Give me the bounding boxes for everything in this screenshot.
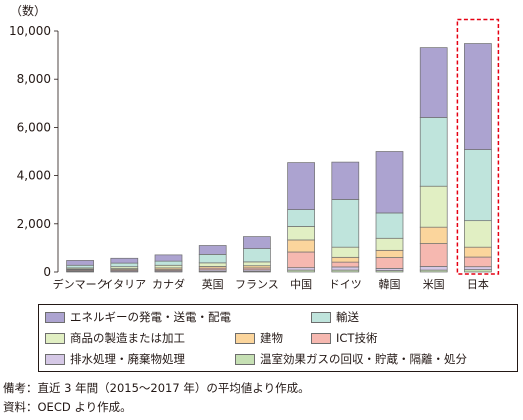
bar-segment bbox=[66, 260, 94, 266]
x-tick-label: 韓国 bbox=[379, 278, 401, 291]
bar-segment bbox=[287, 209, 315, 227]
x-tick-label: イタリア bbox=[103, 278, 147, 291]
highlight-box-japan bbox=[456, 18, 500, 275]
bar-segment bbox=[375, 151, 404, 214]
y-axis: 0 2,000 4,000 6,000 8,000 10,000 bbox=[9, 24, 59, 279]
legend-swatch bbox=[235, 332, 255, 344]
y-tick-label: 2,000 bbox=[17, 217, 51, 231]
bar-segment bbox=[154, 260, 183, 266]
bar-segment bbox=[375, 257, 404, 269]
legend-label: 輸送 bbox=[336, 310, 359, 324]
y-tick-label: 8,000 bbox=[17, 72, 51, 86]
bar-segment bbox=[464, 256, 492, 268]
bar-segment bbox=[331, 246, 360, 258]
bar-segment bbox=[331, 199, 360, 248]
bar-segment bbox=[419, 185, 448, 228]
bar-stack bbox=[331, 161, 360, 273]
bar-stack bbox=[66, 260, 94, 273]
x-tick-label: フランス bbox=[235, 278, 279, 291]
bar-stack bbox=[464, 43, 492, 273]
legend-item: エネルギーの発電・送電・配電 bbox=[45, 308, 231, 326]
y-tick-label: 10,000 bbox=[9, 24, 51, 38]
x-tick-label: 日本 bbox=[467, 277, 489, 291]
x-tick-label: カナダ bbox=[152, 277, 185, 291]
bar-segment bbox=[66, 264, 94, 269]
bar-stack bbox=[110, 257, 139, 273]
x-tick-label: 英国 bbox=[202, 277, 224, 291]
bar-stack bbox=[243, 236, 271, 273]
bar-segment bbox=[419, 243, 448, 267]
legend-swatch bbox=[45, 311, 65, 323]
legend-label: 温室効果ガスの回収・貯蔵・隔離・処分 bbox=[260, 352, 467, 366]
y-tick-label: 4,000 bbox=[17, 169, 51, 183]
legend-swatch bbox=[311, 332, 331, 344]
bar-segment bbox=[419, 226, 448, 244]
legend-item: 排水処理・廃棄物処理 bbox=[45, 350, 185, 368]
bar-segment bbox=[243, 248, 271, 263]
legend-label: ICT技術 bbox=[336, 331, 378, 345]
bar-segment bbox=[154, 264, 183, 269]
stacked-bar-chart: （数） 0 2,000 4,000 6,000 8,000 10,000 デンマークイタリ… bbox=[9, 3, 500, 291]
bar-segment bbox=[243, 261, 271, 267]
bar-stack bbox=[375, 151, 404, 273]
bars bbox=[66, 43, 492, 273]
bar-segment bbox=[375, 237, 404, 251]
bar-segment bbox=[110, 262, 139, 268]
y-axis-unit-label: （数） bbox=[10, 3, 46, 18]
legend-item: 温室効果ガスの回収・貯蔵・隔離・処分 bbox=[235, 350, 467, 368]
bar-stack bbox=[287, 162, 315, 273]
legend-label: 商品の製造または加工 bbox=[70, 331, 185, 345]
y-tick-label: 0 bbox=[43, 265, 51, 279]
bar-segment bbox=[464, 269, 492, 273]
legend-swatch bbox=[45, 353, 65, 365]
bar-segment bbox=[375, 249, 404, 258]
legend-label: エネルギーの発電・送電・配電 bbox=[70, 310, 231, 324]
bar-segment bbox=[464, 246, 492, 258]
bar-stack bbox=[419, 47, 448, 273]
bar-segment bbox=[287, 239, 315, 253]
bar-segment bbox=[110, 257, 139, 264]
bar-segment bbox=[154, 254, 183, 262]
bar-segment bbox=[198, 262, 227, 267]
legend-label: 建物 bbox=[260, 331, 283, 345]
y-tick-label: 6,000 bbox=[17, 120, 51, 134]
bar-stack bbox=[198, 245, 227, 273]
bar-stack bbox=[154, 254, 183, 273]
legend-swatch bbox=[45, 332, 65, 344]
bar-segment bbox=[287, 251, 315, 269]
bar-segment bbox=[198, 254, 227, 264]
remark-note: 備考：直近 3 年間（2015〜2017 年）の平均値より作成。 bbox=[3, 381, 310, 395]
bar-segment bbox=[419, 117, 448, 187]
bar-segment bbox=[287, 267, 315, 271]
x-tick-label: ドイツ bbox=[329, 278, 362, 291]
bar-segment bbox=[375, 212, 404, 239]
bar-segment bbox=[287, 162, 315, 210]
bar-segment bbox=[464, 266, 492, 270]
legend-item: 輸送 bbox=[311, 308, 359, 326]
bar-segment bbox=[331, 266, 360, 271]
x-tick-label: デンマーク bbox=[53, 277, 108, 291]
x-tick-label: 米国 bbox=[423, 278, 445, 291]
legend-swatch bbox=[235, 353, 255, 365]
legend-label: 排水処理・廃棄物処理 bbox=[70, 352, 185, 366]
bar-segment bbox=[464, 43, 492, 150]
legend-item: ICT技術 bbox=[311, 329, 377, 347]
bar-segment bbox=[331, 256, 360, 263]
bar-segment bbox=[243, 236, 271, 249]
bar-segment bbox=[287, 226, 315, 241]
bar-segment bbox=[464, 149, 492, 222]
bar-segment bbox=[331, 161, 360, 200]
legend: エネルギーの発電・送電・配電 輸送商品の製造または加工 建物 ICT技術排水処理・廃棄… bbox=[38, 304, 518, 372]
bar-segment bbox=[419, 47, 448, 118]
bar-segment bbox=[464, 220, 492, 248]
bar-segment bbox=[198, 245, 227, 255]
bar-segment bbox=[331, 261, 360, 268]
legend-item: 商品の製造または加工 bbox=[45, 329, 185, 347]
bar-segment bbox=[419, 266, 448, 271]
legend-item: 建物 bbox=[235, 329, 283, 347]
legend-swatch bbox=[311, 311, 331, 323]
source-note: 資料：OECD より作成。 bbox=[3, 400, 132, 414]
x-tick-label: 中国 bbox=[290, 278, 312, 291]
